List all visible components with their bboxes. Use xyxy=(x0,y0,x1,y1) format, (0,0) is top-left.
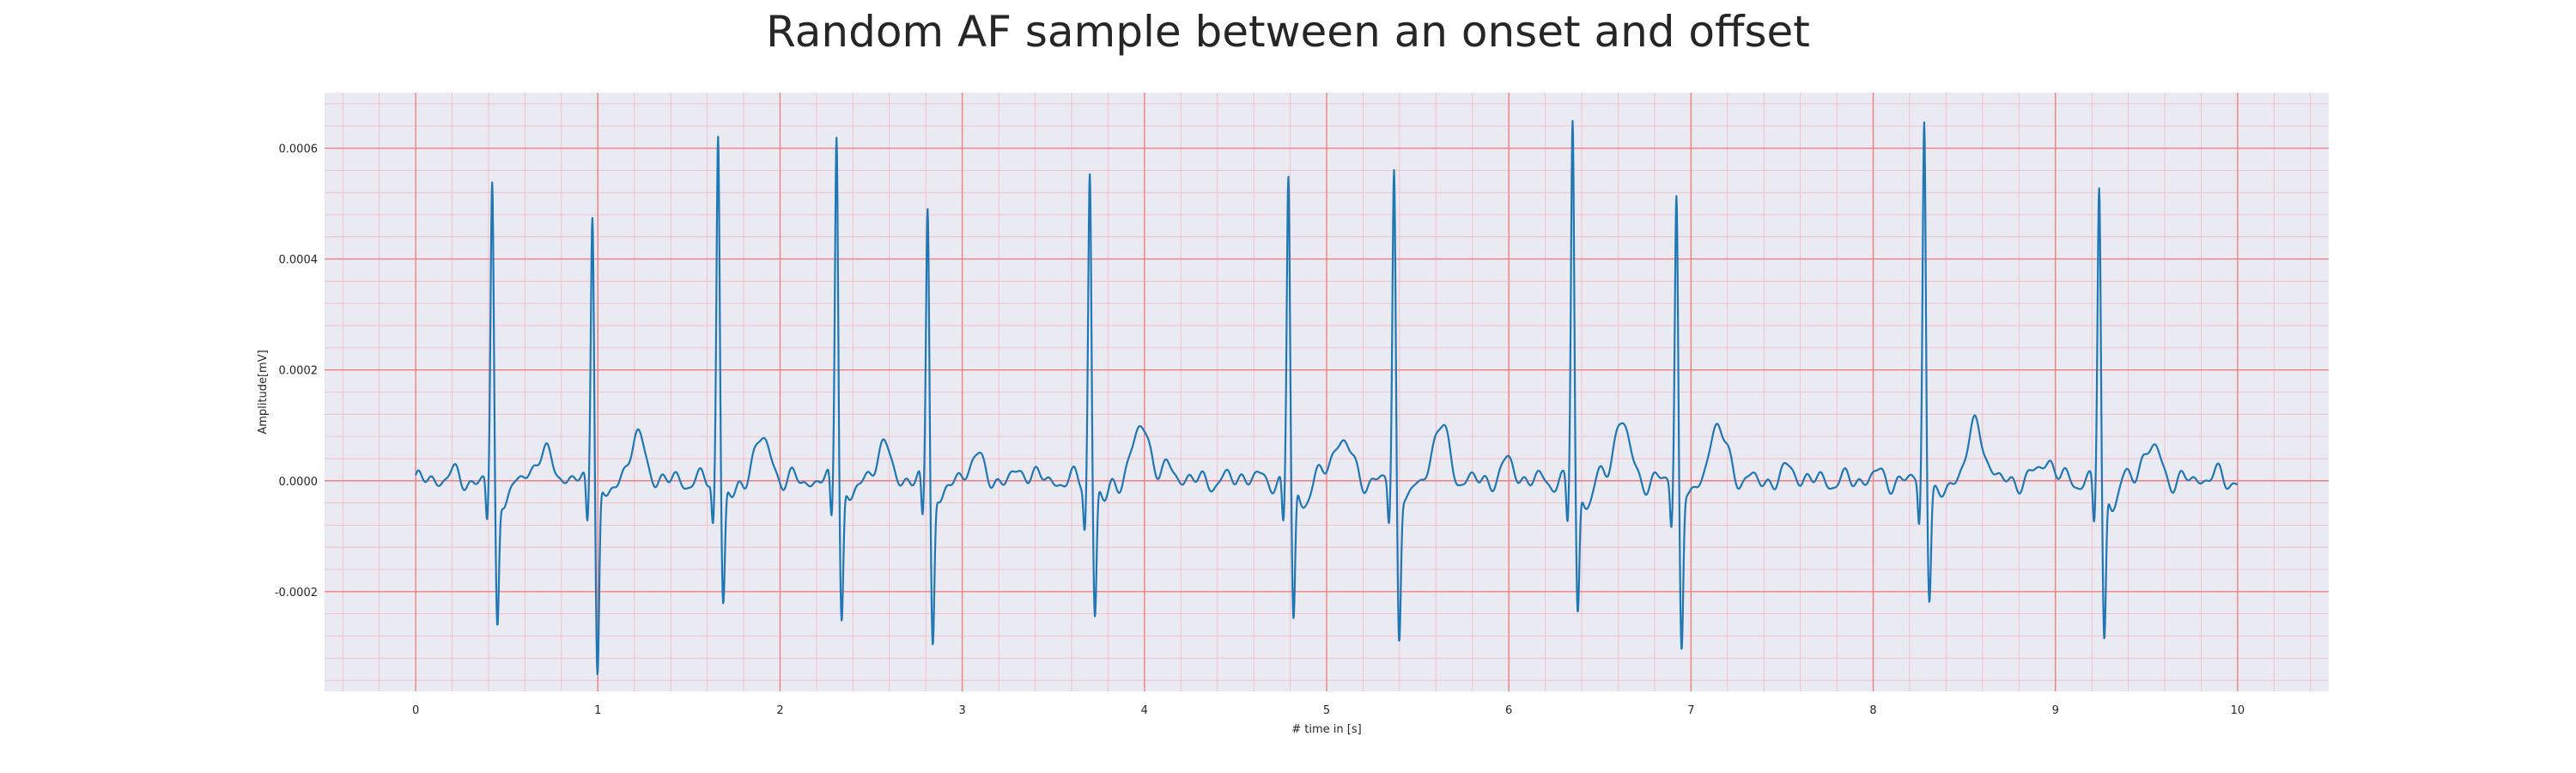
x-tick-label: 0 xyxy=(412,704,419,717)
y-tick-label: -0.0002 xyxy=(275,587,318,600)
x-tick-label: 4 xyxy=(1141,704,1148,717)
series-layer xyxy=(415,119,2239,676)
y-tick-label: 0.0002 xyxy=(279,365,319,378)
chart-title: Random AF sample between an onset and of… xyxy=(766,7,1810,57)
x-tick-label: 9 xyxy=(2052,704,2059,717)
y-tick-label: 0.0006 xyxy=(279,143,319,156)
x-tick-label: 2 xyxy=(776,704,783,717)
x-tick-label: 3 xyxy=(958,704,965,717)
x-tick-label: 10 xyxy=(2231,704,2245,717)
y-axis-ticks: -0.0002 0.0000 0.0002 0.0004 0.0006 xyxy=(275,143,318,600)
y-tick-label: 0.0004 xyxy=(279,254,319,267)
x-tick-label: 1 xyxy=(594,704,601,717)
y-tick-label: 0.0000 xyxy=(279,476,319,489)
ecg-series-line xyxy=(415,119,2239,676)
x-tick-label: 5 xyxy=(1323,704,1330,717)
x-axis-label: # time in [s] xyxy=(1291,723,1361,736)
y-axis-label: Amplitude[mV] xyxy=(257,350,270,434)
x-axis-ticks: 0 1 2 3 4 5 6 7 8 9 10 xyxy=(412,704,2245,717)
x-tick-label: 7 xyxy=(1687,704,1694,717)
x-tick-label: 6 xyxy=(1505,704,1512,717)
x-tick-label: 8 xyxy=(1869,704,1876,717)
